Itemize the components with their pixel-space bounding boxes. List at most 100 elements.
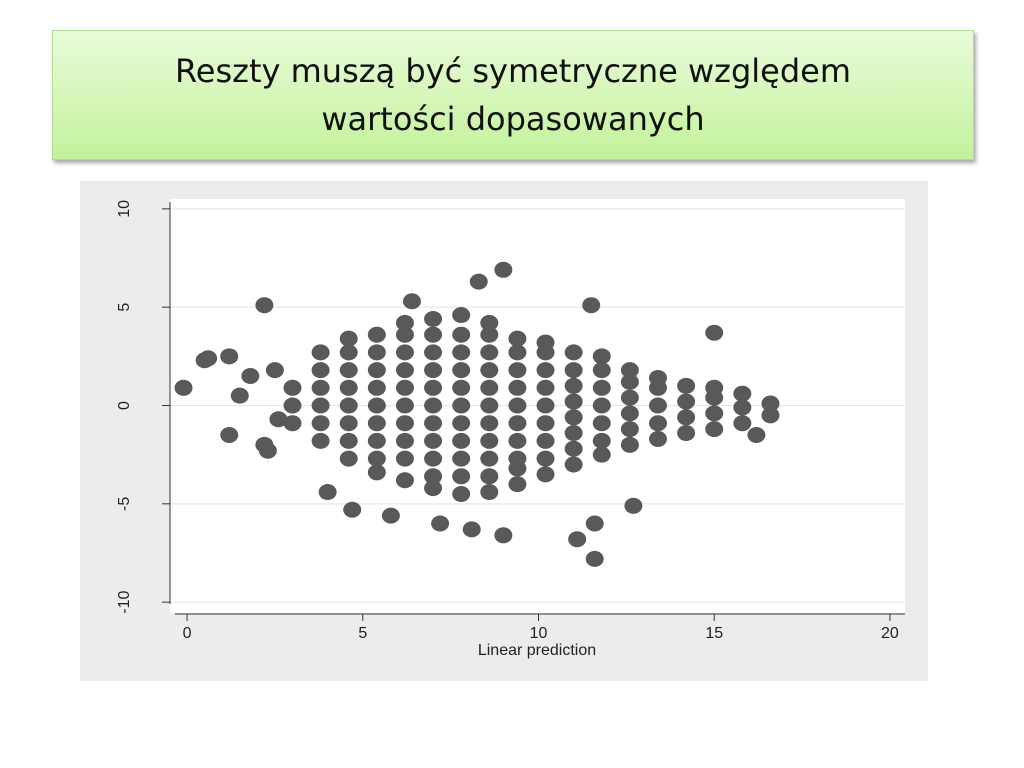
point xyxy=(592,415,611,432)
point xyxy=(480,344,499,361)
point xyxy=(367,450,386,467)
point xyxy=(339,362,358,379)
point xyxy=(564,377,583,394)
point xyxy=(536,362,555,379)
point xyxy=(283,379,302,396)
point xyxy=(480,432,499,449)
point xyxy=(733,399,752,416)
point xyxy=(424,310,443,327)
point xyxy=(220,348,239,365)
point xyxy=(462,521,481,538)
point xyxy=(424,432,443,449)
point xyxy=(564,456,583,473)
point xyxy=(508,432,527,449)
point xyxy=(620,362,639,379)
point xyxy=(761,407,780,424)
point xyxy=(620,389,639,406)
point xyxy=(395,450,414,467)
point xyxy=(258,442,277,459)
point xyxy=(480,326,499,343)
y-tick-label: -5 xyxy=(116,497,133,511)
point xyxy=(494,261,513,278)
point xyxy=(452,432,471,449)
y-tick-label: -10 xyxy=(116,591,133,614)
point xyxy=(311,344,330,361)
point xyxy=(339,432,358,449)
point xyxy=(318,484,337,501)
title-line: wartości dopasowanych xyxy=(321,100,705,138)
point xyxy=(747,427,766,443)
point xyxy=(536,415,555,432)
x-tick-label: 5 xyxy=(358,625,367,642)
point xyxy=(480,314,499,331)
x-tick-label: 10 xyxy=(530,625,548,642)
point xyxy=(620,373,639,390)
point xyxy=(424,397,443,414)
point xyxy=(452,397,471,414)
point xyxy=(381,507,400,524)
point xyxy=(677,377,696,394)
title-box: Reszty muszą być symetryczne względem wa… xyxy=(52,30,974,160)
point xyxy=(452,379,471,396)
point xyxy=(508,397,527,414)
y-tick-label: 10 xyxy=(116,200,133,218)
point xyxy=(648,430,667,447)
point xyxy=(592,397,611,414)
point xyxy=(508,415,527,432)
point xyxy=(395,415,414,432)
point xyxy=(339,397,358,414)
point xyxy=(761,395,780,412)
point xyxy=(564,409,583,426)
point xyxy=(424,450,443,467)
point xyxy=(705,379,724,396)
point xyxy=(733,415,752,432)
point xyxy=(564,393,583,410)
x-axis-label: Linear prediction xyxy=(478,642,596,659)
point xyxy=(269,411,288,428)
point xyxy=(620,436,639,453)
point xyxy=(452,326,471,343)
point xyxy=(283,415,302,432)
point xyxy=(705,324,724,341)
point xyxy=(367,362,386,379)
point xyxy=(367,464,386,481)
point xyxy=(367,344,386,361)
point xyxy=(705,405,724,422)
point xyxy=(339,450,358,467)
point xyxy=(494,527,513,544)
title-line: Reszty muszą być symetryczne względem xyxy=(175,52,851,90)
point xyxy=(624,497,643,514)
x-tick-label: 15 xyxy=(705,625,723,642)
point xyxy=(582,297,601,314)
point xyxy=(564,425,583,442)
point xyxy=(508,476,527,493)
point xyxy=(424,415,443,432)
point xyxy=(367,379,386,396)
point xyxy=(620,405,639,422)
point xyxy=(592,348,611,365)
point xyxy=(592,432,611,449)
point xyxy=(536,450,555,467)
point xyxy=(585,515,604,532)
point xyxy=(705,421,724,438)
point xyxy=(480,397,499,414)
point xyxy=(311,432,330,449)
point xyxy=(311,397,330,414)
point xyxy=(395,397,414,414)
point xyxy=(395,362,414,379)
point xyxy=(452,450,471,467)
point xyxy=(536,379,555,396)
point xyxy=(508,379,527,396)
point xyxy=(452,415,471,432)
x-tick-label: 20 xyxy=(881,625,899,642)
point xyxy=(311,362,330,379)
point xyxy=(620,421,639,438)
point xyxy=(424,379,443,396)
point xyxy=(265,362,284,379)
point xyxy=(452,362,471,379)
y-tick-label: 5 xyxy=(116,303,133,312)
point xyxy=(480,379,499,396)
point xyxy=(395,379,414,396)
point xyxy=(311,415,330,432)
